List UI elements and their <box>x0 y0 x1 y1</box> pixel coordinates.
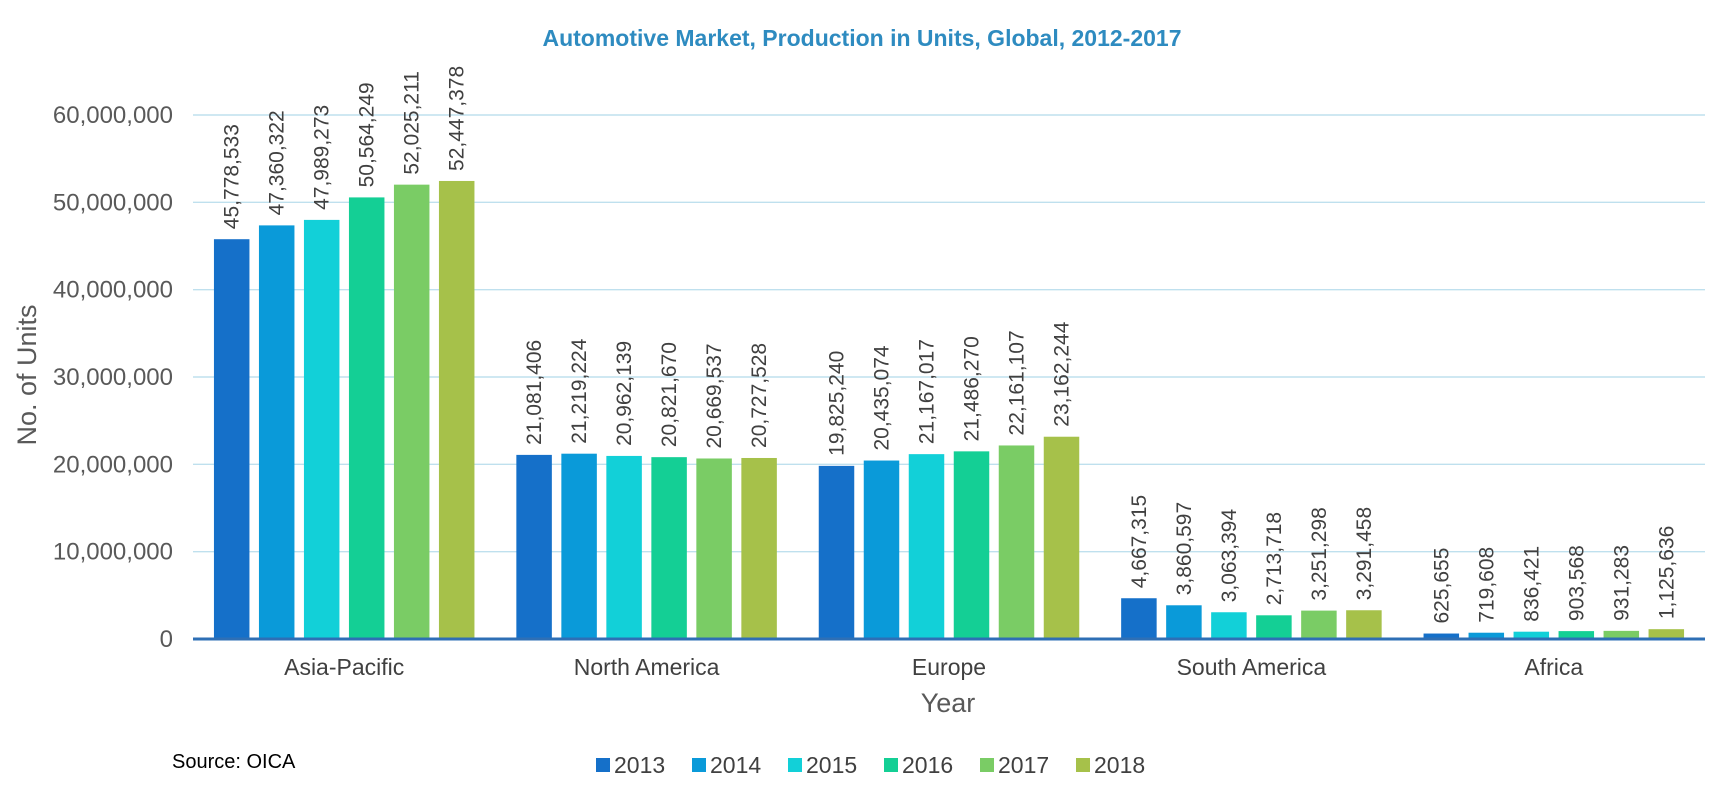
legend-label: 2014 <box>710 752 761 778</box>
bar <box>651 457 687 639</box>
bar <box>1558 631 1595 639</box>
data-label: 20,821,670 <box>658 342 681 447</box>
bar <box>348 197 385 639</box>
bar <box>863 460 900 639</box>
bar <box>1211 612 1247 639</box>
legend-swatch <box>788 758 802 772</box>
chart-title: Automotive Market, Production in Units, … <box>542 25 1181 51</box>
y-tick-label: 20,000,000 <box>53 451 173 478</box>
bar <box>561 453 597 639</box>
bar <box>1423 633 1460 639</box>
x-tick-label: Asia-Pacific <box>284 654 404 680</box>
bar <box>818 465 855 639</box>
data-label: 20,435,074 <box>871 345 894 450</box>
data-label: 719,608 <box>1475 547 1498 623</box>
data-label: 2,713,718 <box>1263 512 1286 605</box>
bar <box>606 455 642 639</box>
legend-label: 2016 <box>902 752 953 778</box>
data-label: 4,667,315 <box>1128 495 1151 588</box>
data-label: 21,219,224 <box>568 338 591 443</box>
data-label: 22,161,107 <box>1006 330 1029 435</box>
data-label: 50,564,249 <box>356 82 379 187</box>
legend-swatch <box>596 758 610 772</box>
data-label: 47,360,322 <box>266 110 289 215</box>
data-label: 903,568 <box>1565 545 1588 621</box>
legend-label: 2015 <box>806 752 857 778</box>
data-label: 3,860,597 <box>1173 502 1196 595</box>
bar <box>303 219 340 639</box>
data-label: 20,727,528 <box>748 343 771 448</box>
bar <box>516 454 552 639</box>
bar <box>1468 632 1505 639</box>
bar <box>1648 629 1685 639</box>
x-tick-label: Europe <box>912 654 986 680</box>
bar <box>998 445 1035 639</box>
bar <box>1166 605 1202 639</box>
data-label: 19,825,240 <box>826 351 849 456</box>
y-tick-label: 10,000,000 <box>53 539 173 566</box>
data-label: 52,025,211 <box>401 71 424 175</box>
bar <box>1603 630 1640 639</box>
data-label: 836,421 <box>1520 546 1543 622</box>
legend-label: 2018 <box>1094 752 1145 778</box>
bar <box>213 239 250 639</box>
data-label: 3,291,458 <box>1353 507 1376 600</box>
y-tick-label: 60,000,000 <box>53 102 173 129</box>
y-axis-label: No. of Units <box>12 304 42 445</box>
legend: 2013 2014 2015 2016 2017 2018 <box>596 752 1145 778</box>
bar <box>1121 598 1157 639</box>
data-label: 20,962,139 <box>613 341 636 446</box>
bar <box>1043 436 1080 639</box>
bar <box>1513 631 1550 639</box>
data-label: 931,283 <box>1610 545 1633 621</box>
bar <box>1301 610 1337 639</box>
data-label: 47,989,273 <box>311 105 334 210</box>
data-label: 20,669,537 <box>703 343 726 448</box>
data-label: 21,486,270 <box>961 336 984 441</box>
source-note: Source: OICA <box>172 751 296 773</box>
bar <box>258 225 295 639</box>
data-label: 23,162,244 <box>1051 321 1074 426</box>
data-label: 3,251,298 <box>1308 507 1331 600</box>
bar <box>1346 610 1382 639</box>
y-tick-label: 40,000,000 <box>53 277 173 304</box>
bar <box>696 458 732 639</box>
bar <box>393 184 430 639</box>
x-axis-label: Year <box>921 688 976 718</box>
data-label: 45,778,533 <box>221 124 244 229</box>
y-axis-ticks: 0 10,000,000 20,000,000 30,000,000 40,000,00… <box>53 102 173 653</box>
data-label: 52,447,378 <box>446 66 469 171</box>
bars <box>213 180 1685 639</box>
bar <box>438 180 475 639</box>
data-labels: 45,778,533 47,360,322 47,989,273 50,564,249… <box>221 66 1679 624</box>
y-tick-label: 30,000,000 <box>53 364 173 391</box>
legend-swatch <box>1076 758 1090 772</box>
bar <box>953 451 990 639</box>
x-tick-label: South America <box>1177 654 1327 680</box>
y-tick-label: 0 <box>160 626 173 653</box>
legend-swatch <box>692 758 706 772</box>
bar <box>741 457 777 639</box>
data-label: 1,125,636 <box>1655 526 1678 619</box>
bar <box>1256 615 1292 639</box>
x-axis-ticks: Asia-Pacific North America Europe South Ame… <box>284 654 1583 680</box>
legend-label: 2013 <box>614 752 665 778</box>
x-tick-label: Africa <box>1524 654 1583 680</box>
bar <box>908 454 945 639</box>
data-label: 625,655 <box>1430 548 1453 624</box>
data-label: 21,167,017 <box>916 339 939 444</box>
x-tick-label: North America <box>574 654 720 680</box>
y-tick-label: 50,000,000 <box>53 189 173 216</box>
legend-swatch <box>884 758 898 772</box>
legend-swatch <box>980 758 994 772</box>
data-label: 21,081,406 <box>523 340 546 445</box>
legend-label: 2017 <box>998 752 1049 778</box>
data-label: 3,063,394 <box>1218 509 1241 603</box>
